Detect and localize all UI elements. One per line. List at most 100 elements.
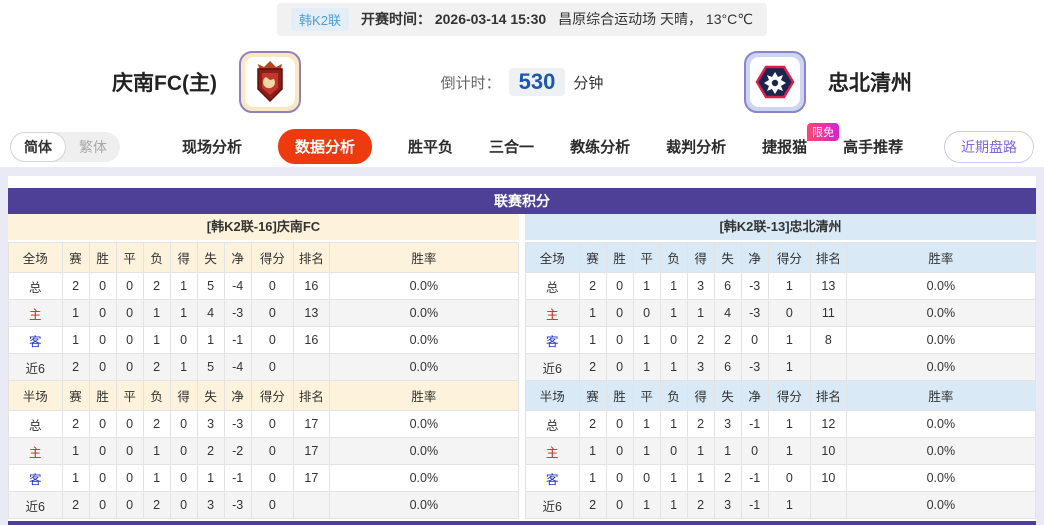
table-cell: 0.0% [328, 272, 520, 300]
tab-expert-picks[interactable]: 高手推荐 [843, 139, 904, 156]
table-cell: 0 [605, 299, 634, 327]
table-cell: 2 [686, 491, 715, 519]
table-cell: 1 [61, 464, 90, 492]
row-label: 客 [8, 464, 63, 492]
table-cell: 0 [115, 299, 144, 327]
table-cell: 0 [605, 437, 634, 465]
table-row: 总 2 0 1 1 3 6 -3 1 13 0.0% [525, 272, 1037, 300]
table-cell: 1 [632, 272, 661, 300]
column-header: 平 [632, 380, 661, 411]
home-team-logo [238, 51, 301, 113]
table-cell: 0 [115, 272, 144, 300]
column-header: 平 [632, 242, 661, 273]
table-cell: 2 [713, 326, 742, 354]
table-cell: 0 [250, 464, 294, 492]
tab-live-analysis[interactable]: 现场分析 [182, 139, 243, 156]
table-cell: -3 [740, 299, 769, 327]
table-cell: 2 [142, 272, 171, 300]
table-cell: 10 [809, 437, 847, 465]
away-team-logo [744, 51, 806, 113]
lang-simplified-button[interactable]: 简体 [10, 131, 66, 162]
league-badge[interactable]: 韩K2联 [291, 7, 349, 31]
table-cell: 2 [61, 272, 90, 300]
table-cell: 1 [578, 437, 607, 465]
table-cell: -1 [223, 464, 252, 492]
table-cell: 0 [659, 326, 688, 354]
table-row: 客 1 0 0 1 0 1 -1 0 17 0.0% [8, 464, 520, 492]
table-cell: 5 [196, 272, 225, 300]
tab-win-draw-lose[interactable]: 胜平负 [408, 139, 454, 156]
table-cell: 3 [686, 353, 715, 381]
table-cell: 1 [659, 410, 688, 438]
tab-referee-analysis[interactable]: 裁判分析 [666, 139, 727, 156]
away-team-crest-icon [750, 57, 800, 107]
table-cell: 3 [713, 491, 742, 519]
table-cell: 0 [115, 437, 144, 465]
column-header: 负 [659, 380, 688, 411]
match-header: 庆南FC(主) 倒计时： 530 分钟 [0, 38, 1044, 126]
table-cell: 1 [686, 437, 715, 465]
table-cell: 1 [169, 272, 198, 300]
row-label: 近6 [525, 491, 580, 519]
table-cell: 0.0% [845, 491, 1037, 519]
table-cell: 0.0% [328, 326, 520, 354]
column-header: 负 [659, 242, 688, 273]
home-section-header: [韩K2联-16]庆南FC [8, 214, 519, 240]
column-header: 得 [686, 242, 715, 273]
table-cell: 1 [578, 299, 607, 327]
table-row: 总 2 0 0 2 0 3 -3 0 17 0.0% [8, 410, 520, 438]
tab-data-analysis[interactable]: 数据分析 [278, 129, 373, 164]
table-cell: 6 [713, 353, 742, 381]
column-header: 净 [740, 380, 769, 411]
table-cell: 2 [578, 410, 607, 438]
column-header: 得分 [250, 242, 294, 273]
column-header: 得 [169, 242, 198, 273]
column-header: 排名 [809, 242, 847, 273]
nav-tabs: 现场分析 数据分析 胜平负 三合一 教练分析 裁判分析 捷报猫 限免 高手推荐 [182, 123, 904, 164]
table-cell: 1 [61, 299, 90, 327]
tab-jiebao-cat[interactable]: 捷报猫 限免 [762, 123, 840, 157]
table-cell: 0 [88, 464, 117, 492]
table-cell: 0.0% [845, 272, 1037, 300]
table-cell: 1 [632, 326, 661, 354]
table-cell: 1 [713, 437, 742, 465]
column-header: 胜率 [845, 242, 1037, 273]
table-cell: 0 [88, 299, 117, 327]
table-cell [809, 353, 847, 381]
table-cell: 2 [578, 491, 607, 519]
table-row: 总 2 0 1 1 2 3 -1 1 12 0.0% [525, 410, 1037, 438]
column-header: 半场 [8, 380, 63, 411]
recent-odds-button[interactable]: 近期盘路 [944, 130, 1034, 163]
table-cell: 0 [740, 437, 769, 465]
away-section-header: [韩K2联-13]忠北清州 [525, 214, 1036, 240]
table-cell: 0 [250, 437, 294, 465]
table-cell: 2 [61, 491, 90, 519]
home-team-name: 庆南FC(主) [112, 72, 217, 95]
table-cell: 0 [605, 464, 634, 492]
table-cell: 13 [809, 272, 847, 300]
table-cell: 10 [809, 464, 847, 492]
table-cell: 4 [713, 299, 742, 327]
table-cell: 1 [632, 491, 661, 519]
table-cell: 1 [578, 326, 607, 354]
row-label: 主 [8, 299, 63, 327]
table-row: 总 2 0 0 2 1 5 -4 0 16 0.0% [8, 272, 520, 300]
tab-three-in-one[interactable]: 三合一 [489, 139, 535, 156]
table-cell: 1 [61, 326, 90, 354]
table-cell: 0.0% [328, 464, 520, 492]
table-cell: 0 [250, 491, 294, 519]
home-team-crest-icon [244, 57, 295, 107]
table-cell: 0.0% [845, 326, 1037, 354]
table-cell: 6 [713, 272, 742, 300]
column-header: 净 [223, 242, 252, 273]
tab-coach-analysis[interactable]: 教练分析 [570, 139, 631, 156]
venue-weather: 昌原综合运动场 天晴， 13°C℃ [558, 11, 753, 27]
row-label: 主 [525, 299, 580, 327]
table-cell: 3 [713, 410, 742, 438]
lang-traditional-button[interactable]: 繁体 [79, 138, 107, 155]
table-cell: 2 [686, 326, 715, 354]
table-cell: 1 [686, 464, 715, 492]
column-header: 胜 [88, 380, 117, 411]
table-cell: 17 [292, 464, 330, 492]
row-label: 主 [525, 437, 580, 465]
